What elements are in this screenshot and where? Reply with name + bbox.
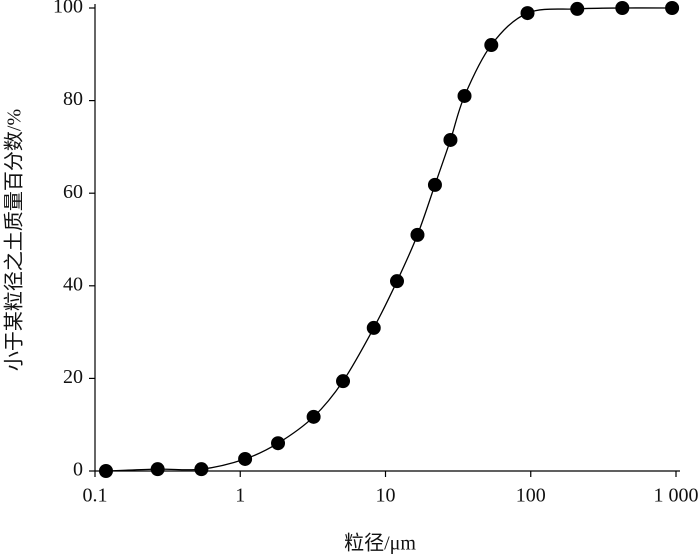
data-point bbox=[238, 451, 253, 466]
data-point bbox=[520, 6, 535, 21]
data-point bbox=[410, 227, 425, 242]
x-tick-label: 0.1 bbox=[83, 485, 108, 507]
y-tick-label: 60 bbox=[63, 181, 83, 203]
data-point bbox=[194, 462, 209, 477]
data-point bbox=[615, 1, 630, 15]
data-point bbox=[427, 177, 442, 192]
data-point bbox=[665, 1, 680, 15]
data-point bbox=[98, 464, 113, 478]
y-tick-label: 0 bbox=[73, 459, 83, 481]
y-tick-label: 20 bbox=[63, 366, 83, 388]
fit-curve bbox=[105, 7, 673, 472]
data-point bbox=[336, 374, 351, 389]
data-point bbox=[570, 1, 585, 16]
x-tick-label: 1 bbox=[235, 485, 245, 507]
data-point bbox=[484, 38, 499, 53]
x-tick-label: 10 bbox=[376, 485, 396, 507]
x-tick-label: 100 bbox=[516, 485, 546, 507]
data-point bbox=[366, 320, 381, 335]
data-point bbox=[150, 462, 165, 477]
y-tick-label: 100 bbox=[53, 0, 83, 18]
data-point bbox=[443, 132, 458, 147]
y-tick-label: 80 bbox=[63, 88, 83, 110]
y-tick-label: 40 bbox=[63, 273, 83, 295]
data-point bbox=[271, 436, 286, 451]
y-axis-label: 小于某粒径之土质量百分数/% bbox=[3, 109, 26, 371]
data-point bbox=[306, 409, 321, 424]
x-tick-label: 1 000 bbox=[654, 485, 699, 507]
data-point bbox=[390, 274, 405, 289]
data-point bbox=[457, 88, 472, 103]
x-axis-label: 粒径/μm bbox=[344, 532, 416, 555]
